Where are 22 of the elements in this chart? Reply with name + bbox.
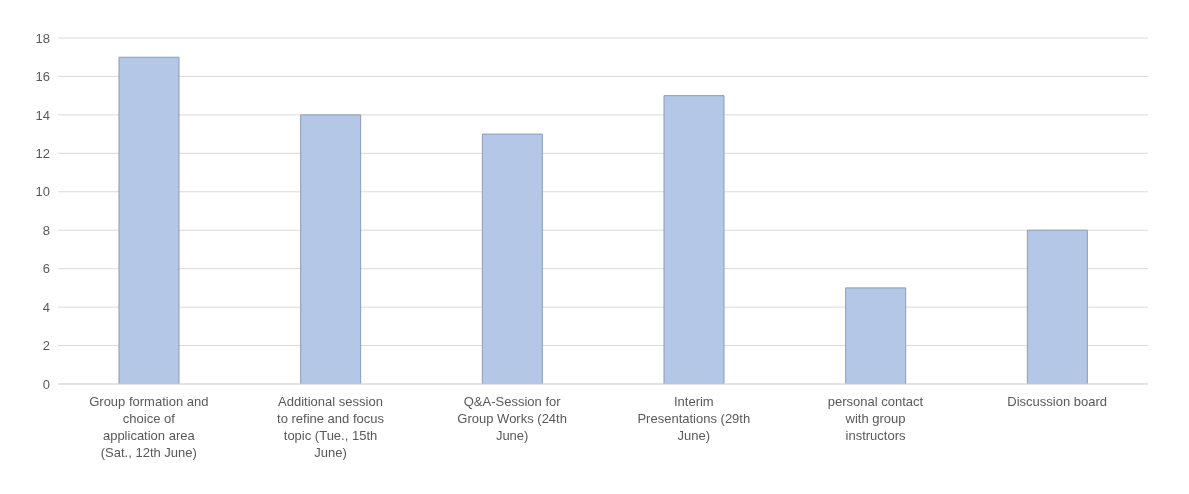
x-tick-label: Discussion board xyxy=(1007,394,1108,409)
x-tick-label: personal contact with group instructors xyxy=(827,394,924,443)
x-tick-label: Group formation and choice of application area (Sat., 12th June) xyxy=(89,394,209,460)
y-tick-label: 8 xyxy=(42,222,50,238)
y-tick-label: 0 xyxy=(42,376,50,392)
bar xyxy=(300,114,362,384)
y-tick-label: 10 xyxy=(35,184,50,200)
bar xyxy=(118,56,180,384)
bar xyxy=(481,133,543,384)
y-tick-label: 4 xyxy=(42,299,50,315)
x-tick-label: Interim Presentations (29th June) xyxy=(637,394,751,443)
bar xyxy=(663,95,725,384)
bar xyxy=(845,287,907,384)
y-tick-label: 18 xyxy=(35,30,50,46)
y-tick-label: 16 xyxy=(35,69,50,85)
bar xyxy=(1026,229,1088,384)
y-tick-label: 12 xyxy=(35,145,50,161)
y-tick-label: 6 xyxy=(42,261,50,277)
y-tick-label: 2 xyxy=(42,338,50,354)
x-tick-label: Additional session to refine and focus topic (Tue., 15th June) xyxy=(277,394,385,460)
x-tick-label: Q&A-Session for Group Works (24th June) xyxy=(457,394,567,443)
y-tick-label: 14 xyxy=(35,107,50,123)
